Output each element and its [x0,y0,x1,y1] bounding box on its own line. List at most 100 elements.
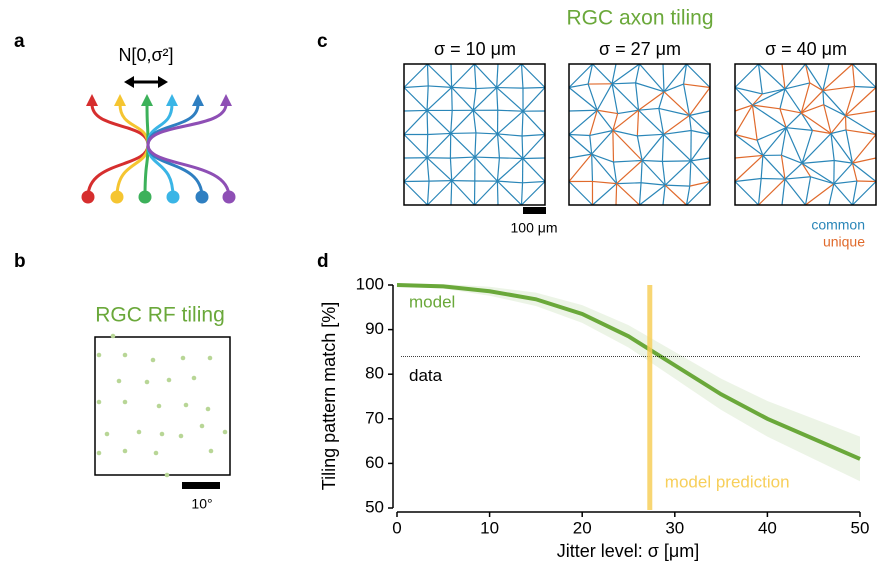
tiling-edge [801,113,812,130]
rf-dot [123,400,128,405]
tiling-edge [404,110,427,134]
tiling-edge [475,157,500,158]
tiling-edge [597,110,613,130]
direction-arrow [124,76,168,88]
tiling-edge [452,87,474,110]
tiling-edge [522,182,546,206]
rf-dot [137,430,142,435]
rf-dot [105,432,110,437]
tiling-edge [475,134,498,157]
tiling-edge [428,86,451,87]
tiling-edge [569,135,592,155]
y-tick-label: 80 [365,364,384,383]
soma [196,191,209,204]
tiling-edge [451,110,474,133]
tiling-edge [404,110,427,111]
tiling-edge [782,179,785,205]
x-tick-label: 10 [480,518,499,537]
tiling-edge [759,64,785,89]
tiling-edge [855,87,876,88]
tiling-edge [476,88,497,89]
tiling-edge [762,89,785,94]
fiber [117,104,148,197]
tiling-edge [665,185,686,205]
tiling-edge [786,113,801,128]
tiling-edge [522,183,523,205]
tiling-edge [497,64,522,88]
tiling-edge [404,158,427,182]
tiling-edge [523,158,545,181]
rf-dot [97,353,102,358]
tiling-edge [802,163,811,176]
tiling-edge [593,64,613,84]
tiling-edge [691,135,710,161]
rf-dot [209,449,214,454]
tiling-edge [834,160,852,163]
scale-bar [182,482,220,489]
tiling-edge [757,128,786,141]
tiling-edge [642,160,665,185]
tiling-edge [497,181,521,205]
tiling-edge [824,105,846,116]
tiling-edge [499,158,522,159]
tiling-edge [752,94,762,105]
tiling-subtitle: σ = 10 μm [434,39,516,59]
tiling-edge [523,88,545,89]
tiling-edge [450,158,451,181]
tiling-edge [689,115,691,130]
rf-dot [223,430,228,435]
tiling-edge [473,110,497,134]
tiling-edge [617,184,640,205]
tiling-edge [427,87,452,110]
soma [139,191,152,204]
tiling-edge [761,155,763,178]
tiling-edge [834,184,853,205]
tiling-edge [662,161,690,162]
tiling-edge [752,105,757,140]
tiling-edge [785,177,811,179]
tiling-edge [451,133,475,157]
tiling-edge [428,64,452,87]
tiling-edge [452,157,475,181]
x-axis-label: Jitter level: σ [μm] [557,541,700,561]
tiling-edge [569,135,590,136]
tiling-edge [452,181,475,205]
tiling-edge [473,110,476,133]
tiling-edge [663,64,664,92]
tiling-edge [473,88,496,111]
tiling-edge [639,92,664,110]
tiling-edge [497,158,522,181]
tiling-edge [612,83,636,84]
tiling-edge [735,155,763,158]
tiling-edge [451,110,452,133]
rf-dot [123,353,128,358]
rf-dot [181,356,186,361]
tiling-edge [522,64,546,88]
tiling-edge [590,135,592,154]
rf-dot [165,473,170,478]
tiling-edge [404,182,428,206]
tiling-edge [498,134,523,159]
tiling-edge [641,160,642,182]
tiling-edge [475,64,497,88]
tiling-edge [761,178,785,179]
tiling-edge [853,64,877,88]
tiling-edge [786,128,812,131]
tiling-edge [735,64,759,88]
panel-title: RGC axon tiling [566,7,713,30]
tiling-edge [785,89,801,113]
prediction-label: model prediction [665,472,790,491]
rf-dot [157,404,162,409]
error-band [397,284,860,482]
legend-common: common [811,217,865,233]
y-tick-label: 50 [365,497,384,516]
tiling-edge [404,88,427,111]
x-tick-label: 30 [665,518,684,537]
tiling-edge [617,183,641,184]
tiling-edge [497,64,498,88]
tiling-edge [498,134,500,158]
rf-dot [167,378,172,383]
arrowhead [166,94,178,106]
tiling-edge [636,83,639,110]
